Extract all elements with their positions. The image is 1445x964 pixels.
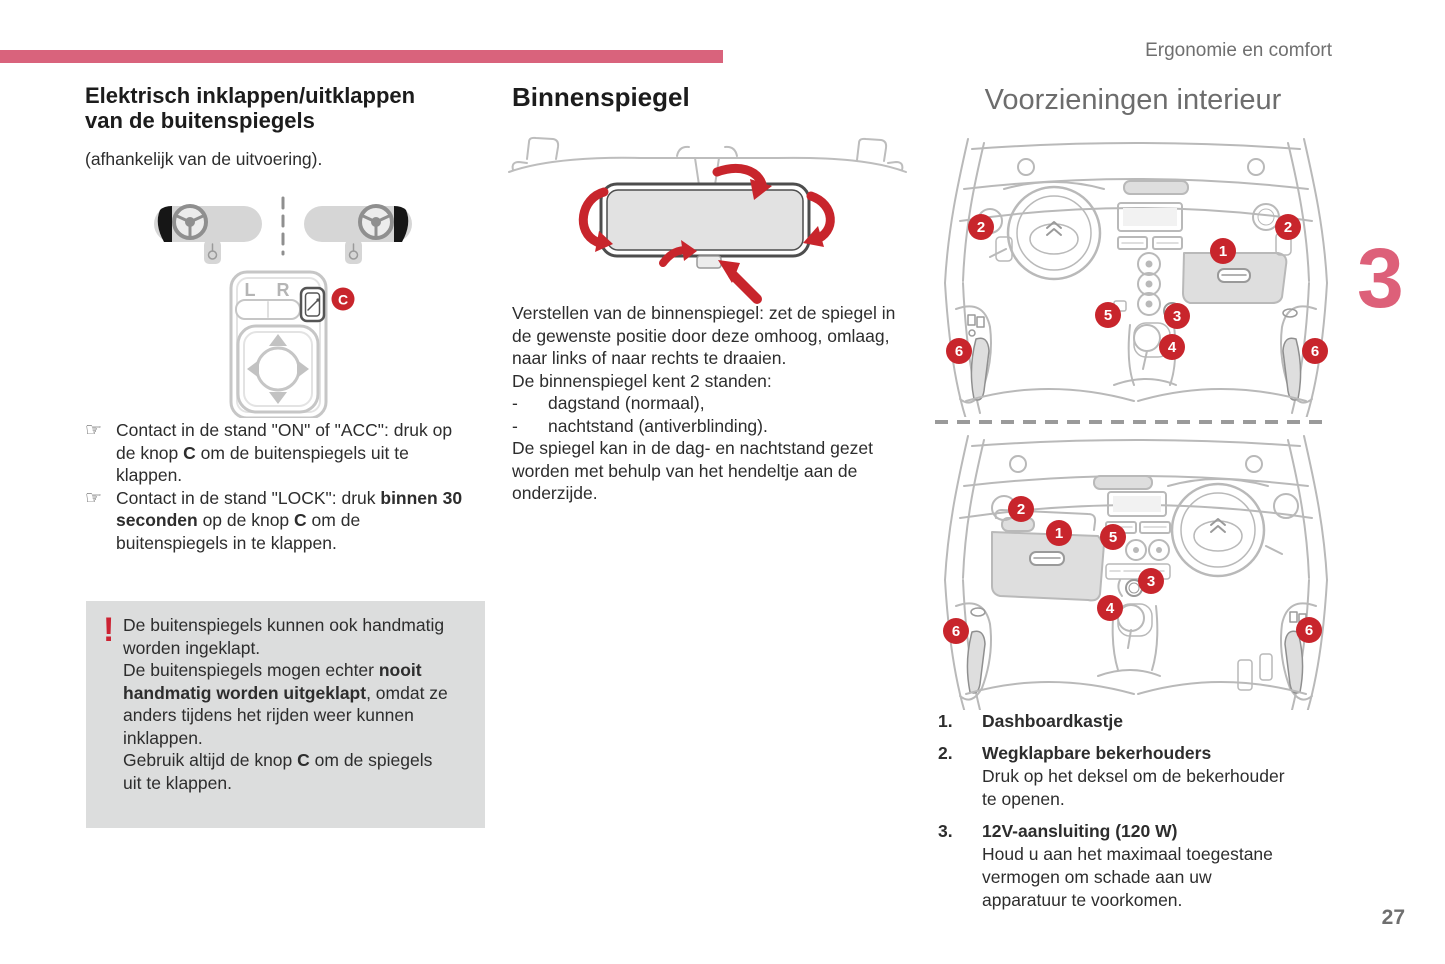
callout-badge: 5 bbox=[1100, 524, 1126, 550]
callout-badge: 4 bbox=[1159, 334, 1185, 360]
middle-column-text: Verstellen van de binnenspiegel: zet de … bbox=[512, 303, 896, 503]
warning-box: ! De buitenspiegels kunnen ook handmatig… bbox=[86, 601, 485, 828]
dashed-separator bbox=[935, 420, 1331, 424]
callout-badge: 1 bbox=[1210, 238, 1236, 264]
legend-title: 12V-aansluiting (120 W) bbox=[982, 821, 1178, 841]
fold-button-icon bbox=[299, 286, 326, 323]
callout-badge: 2 bbox=[968, 214, 994, 240]
gear-shifter bbox=[1111, 579, 1159, 671]
callout-badge: 2 bbox=[1275, 214, 1301, 240]
label-R: R bbox=[277, 280, 290, 300]
dashboard-diagram-lhd bbox=[944, 138, 1328, 417]
left-mirror-illustration bbox=[154, 204, 262, 264]
fold-button-callout-c: C bbox=[331, 287, 355, 311]
section-header: Ergonomie en comfort bbox=[1145, 40, 1332, 61]
hand-pointer-icon: ☞ bbox=[85, 419, 103, 441]
gear-shifter bbox=[1127, 322, 1177, 386]
list-item: ☞ Contact in de stand "LOCK": druk binne… bbox=[85, 486, 463, 553]
center-stack bbox=[1113, 180, 1189, 320]
list-item: ☞ Contact in de stand "ON" of "ACC": dru… bbox=[85, 419, 453, 485]
center-stack bbox=[1093, 475, 1171, 597]
legend-number: 2. bbox=[938, 743, 953, 763]
svg-text:C: C bbox=[338, 292, 348, 308]
middle-column-title: Binnenspiegel bbox=[512, 82, 690, 112]
legend-list: 1. Dashboardkastje 2. Wegklapbare bekerh… bbox=[938, 710, 1338, 921]
callout-badge: 3 bbox=[1164, 303, 1190, 329]
callout-badge: 6 bbox=[946, 338, 972, 364]
legend-desc: Houd u aan het maximaal toegestane vermo… bbox=[982, 844, 1273, 910]
callout-badge: 6 bbox=[1296, 617, 1322, 643]
label-L: L bbox=[245, 280, 256, 300]
lever-pointer-arrow bbox=[718, 260, 762, 304]
callout-badge: 6 bbox=[943, 618, 969, 644]
left-title-line1: Elektrisch inklappen/uitklappen bbox=[85, 83, 416, 108]
interior-mirror-diagram bbox=[508, 136, 907, 304]
steering-wheel bbox=[1167, 478, 1283, 691]
glovebox bbox=[991, 509, 1105, 602]
roofline bbox=[508, 136, 907, 186]
steering-wheel bbox=[989, 181, 1105, 281]
left-title-line2: van de buitenspiegels bbox=[85, 107, 315, 133]
legend-item: 2. Wegklapbare bekerhouders Druk op het d… bbox=[938, 742, 1338, 811]
legend-title: Dashboardkastje bbox=[982, 711, 1124, 731]
dashboard-diagram-rhd bbox=[944, 435, 1328, 710]
legend-title: Wegklapbare bekerhouders bbox=[982, 743, 1212, 763]
rotation-arrows bbox=[578, 164, 835, 267]
page-number: 27 bbox=[1381, 906, 1405, 929]
right-mirror-illustration bbox=[304, 204, 412, 264]
right-door-panel bbox=[1280, 579, 1328, 710]
day-night-lever bbox=[696, 255, 722, 269]
left-door-panel bbox=[944, 579, 992, 710]
legend-number: 3. bbox=[938, 821, 953, 841]
mirror-joystick-pad bbox=[236, 324, 320, 414]
legend-item: 3. 12V-aansluiting (120 W) Houd u aan het… bbox=[938, 820, 1338, 912]
callout-badge: 3 bbox=[1138, 568, 1164, 594]
callout-badge: 6 bbox=[1302, 338, 1328, 364]
chapter-number: 3 bbox=[1357, 231, 1404, 325]
list-item: - dagstand (normaal), bbox=[512, 393, 705, 413]
left-bullet-list: ☞ Contact in de stand "ON" of "ACC": dru… bbox=[85, 419, 487, 554]
hand-pointer-icon: ☞ bbox=[85, 486, 103, 509]
legend-desc: Druk op het deksel om de bekerhouder te … bbox=[982, 766, 1285, 809]
warning-text: De buitenspiegels kunnen ook handmatig w… bbox=[123, 615, 448, 793]
legend-item: 1. Dashboardkastje bbox=[938, 710, 1338, 733]
glovebox bbox=[1182, 252, 1288, 304]
right-column-title: Voorzieningen interieur bbox=[984, 84, 1282, 116]
callout-badge: 2 bbox=[1008, 496, 1034, 522]
callout-badge: 4 bbox=[1097, 595, 1123, 621]
warning-icon: ! bbox=[103, 611, 115, 649]
mirror-fold-control-diagram: L R C bbox=[154, 196, 412, 418]
interior-mirror bbox=[599, 182, 811, 269]
callout-badge: 1 bbox=[1046, 520, 1072, 546]
left-column-subtitle: (afhankelijk van de uitvoering). bbox=[85, 149, 323, 169]
list-item: - nachtstand (antiverblinding). bbox=[512, 415, 768, 436]
mirror-switch-panel: L R C bbox=[229, 270, 355, 418]
legend-number: 1. bbox=[938, 711, 953, 731]
callout-badge: 5 bbox=[1095, 302, 1121, 328]
accent-bar bbox=[0, 50, 723, 63]
left-column-title: Elektrisch inklappen/uitklappen van de b… bbox=[85, 83, 495, 134]
